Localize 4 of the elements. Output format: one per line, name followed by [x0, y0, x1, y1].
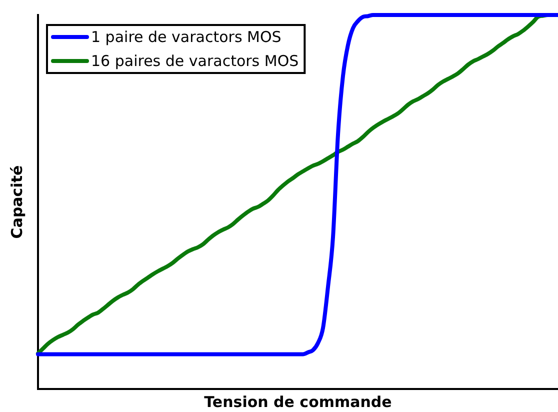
x-axis-title: Tension de commande — [204, 392, 392, 411]
y-axis-title: Capacité — [8, 165, 26, 239]
legend-label: 16 paires de varactors MOS — [91, 52, 299, 70]
legend-label: 1 paire de varactors MOS — [91, 28, 282, 46]
